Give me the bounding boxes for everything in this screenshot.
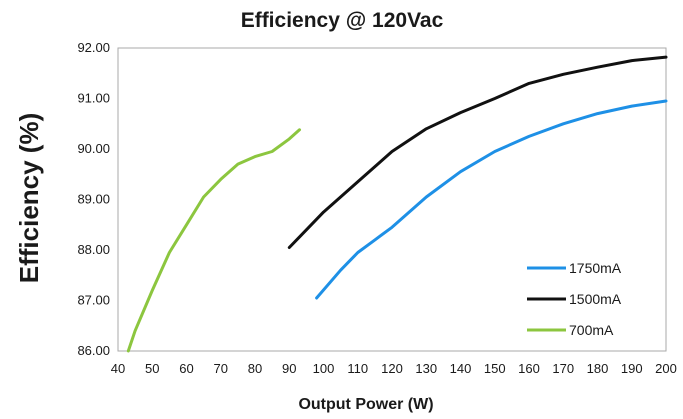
legend-label: 700mA bbox=[569, 322, 614, 338]
x-tick-label: 180 bbox=[587, 361, 609, 376]
y-tick-label: 92.00 bbox=[77, 40, 110, 55]
y-tick-label: 89.00 bbox=[77, 192, 110, 207]
x-tick-label: 90 bbox=[282, 361, 296, 376]
y-tick-label: 86.00 bbox=[77, 343, 110, 358]
series-lines bbox=[126, 55, 668, 353]
x-tick-label: 190 bbox=[621, 361, 643, 376]
x-tick-label: 110 bbox=[347, 361, 368, 376]
legend: 1750mA 1500mA 700mA bbox=[527, 260, 622, 338]
x-tick-label: 100 bbox=[313, 361, 335, 376]
x-tick-label: 140 bbox=[450, 361, 472, 376]
series-line-1750mA bbox=[315, 99, 668, 300]
y-tick-label: 87.00 bbox=[77, 293, 110, 308]
x-tick-label: 120 bbox=[381, 361, 403, 376]
series-line-1500mA bbox=[287, 55, 668, 249]
x-axis-ticks: 40 50 60 70 80 90 100 110 120 130 140 150 160 170 180 1… bbox=[111, 361, 677, 376]
x-tick-label: 70 bbox=[214, 361, 228, 376]
y-axis-label: Efficiency (%) bbox=[14, 113, 44, 284]
x-tick-label: 170 bbox=[552, 361, 574, 376]
y-tick-label: 90.00 bbox=[77, 141, 110, 156]
x-tick-label: 80 bbox=[248, 361, 262, 376]
series-line-700mA bbox=[126, 128, 301, 353]
x-tick-label: 60 bbox=[179, 361, 193, 376]
x-tick-label: 160 bbox=[518, 361, 540, 376]
x-axis-label: Output Power (W) bbox=[298, 396, 433, 413]
x-tick-label: 150 bbox=[484, 361, 506, 376]
x-tick-label: 50 bbox=[145, 361, 159, 376]
legend-label: 1750mA bbox=[569, 260, 622, 276]
y-axis-ticks: 86.00 87.00 88.00 89.00 90.00 91.00 92.00 bbox=[77, 40, 110, 358]
y-tick-label: 91.00 bbox=[77, 91, 110, 106]
plot-area bbox=[117, 47, 667, 352]
legend-label: 1500mA bbox=[569, 291, 622, 307]
chart-title: Efficiency @ 120Vac bbox=[241, 9, 444, 32]
y-tick-label: 88.00 bbox=[77, 242, 110, 257]
x-tick-label: 130 bbox=[415, 361, 437, 376]
x-tick-label: 200 bbox=[655, 361, 677, 376]
x-tick-label: 40 bbox=[111, 361, 125, 376]
